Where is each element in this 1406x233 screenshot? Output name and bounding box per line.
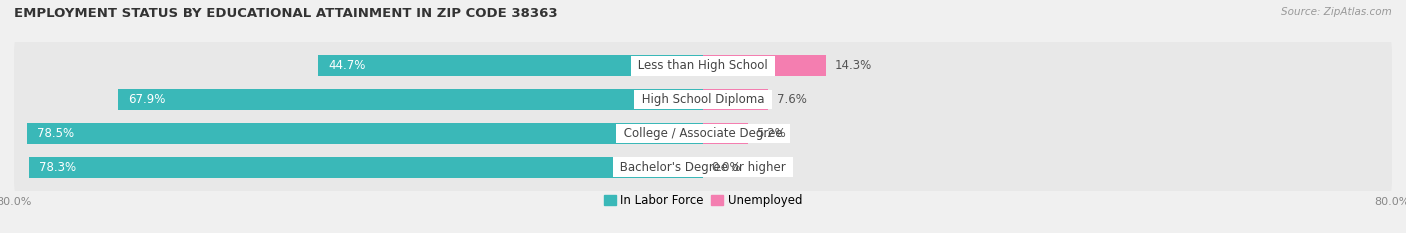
Text: 78.3%: 78.3% (39, 161, 76, 174)
Bar (703, 123, 748, 144)
Text: 44.7%: 44.7% (329, 59, 366, 72)
Text: Source: ZipAtlas.com: Source: ZipAtlas.com (1281, 7, 1392, 17)
Text: College / Associate Degree: College / Associate Degree (620, 127, 786, 140)
FancyBboxPatch shape (14, 69, 1392, 130)
Legend: In Labor Force, Unemployed: In Labor Force, Unemployed (599, 190, 807, 212)
Text: 14.3%: 14.3% (835, 59, 872, 72)
Bar (318, 55, 703, 76)
Text: 5.2%: 5.2% (756, 127, 786, 140)
Text: Less than High School: Less than High School (634, 59, 772, 72)
Bar (118, 89, 703, 110)
Text: 7.6%: 7.6% (778, 93, 807, 106)
Bar (703, 89, 769, 110)
Text: 0.0%: 0.0% (711, 161, 741, 174)
Text: High School Diploma: High School Diploma (638, 93, 768, 106)
Text: 78.5%: 78.5% (38, 127, 75, 140)
Bar (28, 157, 703, 178)
FancyBboxPatch shape (14, 35, 1392, 96)
Text: Bachelor's Degree or higher: Bachelor's Degree or higher (616, 161, 790, 174)
FancyBboxPatch shape (14, 137, 1392, 198)
Text: EMPLOYMENT STATUS BY EDUCATIONAL ATTAINMENT IN ZIP CODE 38363: EMPLOYMENT STATUS BY EDUCATIONAL ATTAINM… (14, 7, 558, 20)
FancyBboxPatch shape (14, 103, 1392, 164)
Bar (703, 55, 827, 76)
Bar (27, 123, 703, 144)
Text: 67.9%: 67.9% (128, 93, 166, 106)
